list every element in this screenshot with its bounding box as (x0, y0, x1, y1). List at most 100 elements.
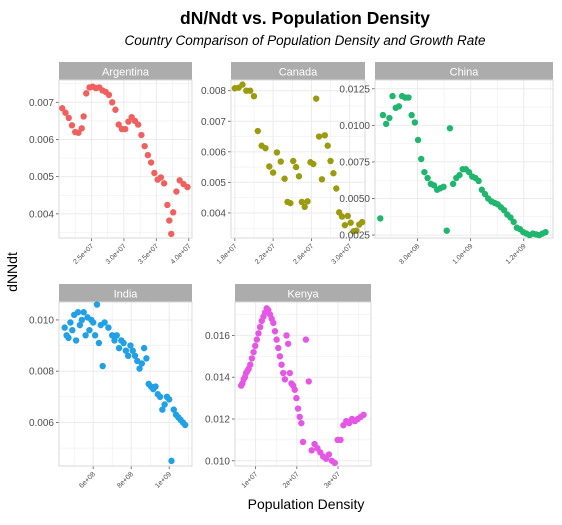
data-point (321, 132, 328, 139)
data-point (382, 120, 390, 128)
panel-border (234, 301, 372, 467)
data-point (161, 401, 168, 408)
facet-strip-label: Kenya (287, 289, 319, 301)
data-point (338, 213, 346, 220)
data-point (449, 180, 457, 188)
data-point (152, 383, 159, 390)
data-point (250, 348, 257, 356)
data-point (456, 171, 463, 179)
data-point (440, 183, 447, 190)
data-point (122, 347, 130, 354)
data-point (93, 301, 101, 308)
data-point (90, 319, 97, 326)
data-point (105, 91, 113, 99)
data-point (253, 336, 261, 343)
data-point (294, 405, 302, 412)
data-point (157, 174, 165, 181)
data-point (284, 340, 292, 347)
data-point (255, 330, 262, 337)
data-point (277, 158, 284, 165)
data-point (424, 174, 431, 182)
y-tick-label: 0.010 (205, 456, 230, 467)
panel-background (235, 302, 371, 466)
data-point (299, 438, 307, 446)
data-point (113, 332, 120, 339)
data-point (111, 337, 118, 344)
data-point (280, 369, 287, 377)
data-point (246, 87, 254, 94)
data-point (125, 118, 132, 125)
data-point (76, 321, 84, 329)
data-point (121, 125, 129, 133)
data-point (156, 393, 164, 401)
data-point (173, 188, 180, 195)
data-point (159, 406, 166, 413)
y-tick-label: 0.006 (201, 147, 226, 158)
data-point (327, 157, 334, 165)
data-point (408, 111, 415, 119)
panel-background (59, 302, 192, 466)
data-point (395, 103, 403, 110)
data-point (127, 342, 134, 349)
data-point (99, 362, 106, 370)
data-point (136, 365, 143, 372)
data-point (330, 170, 337, 177)
data-point (421, 168, 428, 176)
data-point (377, 215, 384, 222)
y-tick-label: 0.0075 (339, 157, 370, 168)
data-point (347, 219, 354, 226)
data-point (275, 344, 282, 352)
facet-strip (59, 62, 192, 80)
data-point (405, 94, 412, 101)
data-point (341, 221, 349, 229)
data-point (164, 201, 171, 209)
data-point (414, 136, 422, 144)
y-tick-label: 0.006 (29, 135, 54, 146)
y-tick-label: 0.010 (29, 315, 54, 326)
y-tick-label: 0.006 (29, 418, 54, 429)
data-point (91, 332, 99, 339)
data-point (291, 386, 298, 393)
data-point (131, 352, 139, 360)
data-point (418, 155, 425, 163)
data-point (430, 182, 438, 189)
data-point (78, 125, 85, 132)
data-point (273, 336, 280, 343)
panel-background (231, 80, 365, 238)
data-point (302, 336, 310, 343)
data-point (140, 344, 148, 352)
y-tick-label: 0.007 (29, 98, 54, 109)
data-point (281, 376, 289, 383)
data-point (271, 328, 279, 335)
data-point (251, 342, 259, 350)
data-point (344, 212, 351, 220)
data-point (465, 168, 473, 176)
chart-title: dN/Ndt vs. Population Density (180, 8, 430, 28)
data-point (109, 99, 116, 106)
data-point (304, 198, 311, 205)
data-point (95, 339, 103, 347)
data-point (129, 347, 136, 354)
data-point (358, 218, 366, 226)
data-point (168, 230, 175, 238)
data-point (166, 217, 173, 224)
data-point (72, 337, 80, 344)
data-point (325, 451, 333, 458)
data-point (443, 227, 450, 234)
panel-border (58, 79, 193, 239)
data-point (542, 228, 549, 236)
data-point (500, 207, 508, 214)
data-point (337, 436, 344, 444)
data-point (293, 394, 300, 402)
data-point (83, 90, 90, 97)
data-point (181, 421, 189, 429)
data-point (68, 122, 76, 129)
y-tick-label: 0.008 (201, 86, 226, 97)
data-point (254, 127, 261, 135)
data-point (276, 353, 284, 360)
data-point (411, 119, 419, 126)
y-tick-label: 0.004 (201, 208, 226, 219)
data-point (80, 309, 87, 316)
data-point (78, 316, 86, 324)
